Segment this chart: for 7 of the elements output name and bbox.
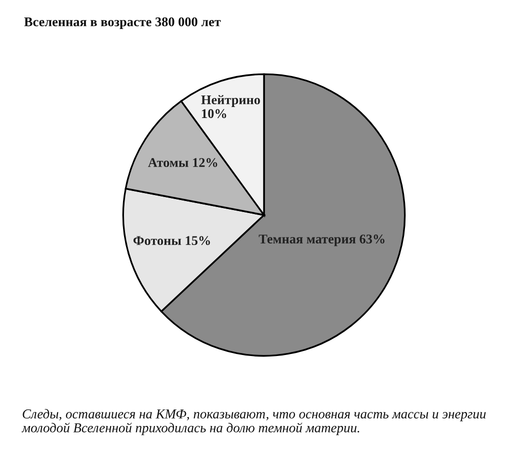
data-label: 10% xyxy=(202,109,226,118)
slice-label: Фотоны 15% xyxy=(133,236,210,246)
slice-label: Темная материя 63% xyxy=(258,234,384,246)
slice-label: Нейтрино xyxy=(201,95,260,107)
chart-title: Вселенная в возрасте 380 000 лет xyxy=(24,17,221,29)
text: Следы, оставшиеся на КМФ, показывают, что основная часть массы и энергии молодой Вселенной приходилась на долю темной материи. xyxy=(22,409,486,436)
slice-label: Атомы 12% xyxy=(148,158,218,168)
